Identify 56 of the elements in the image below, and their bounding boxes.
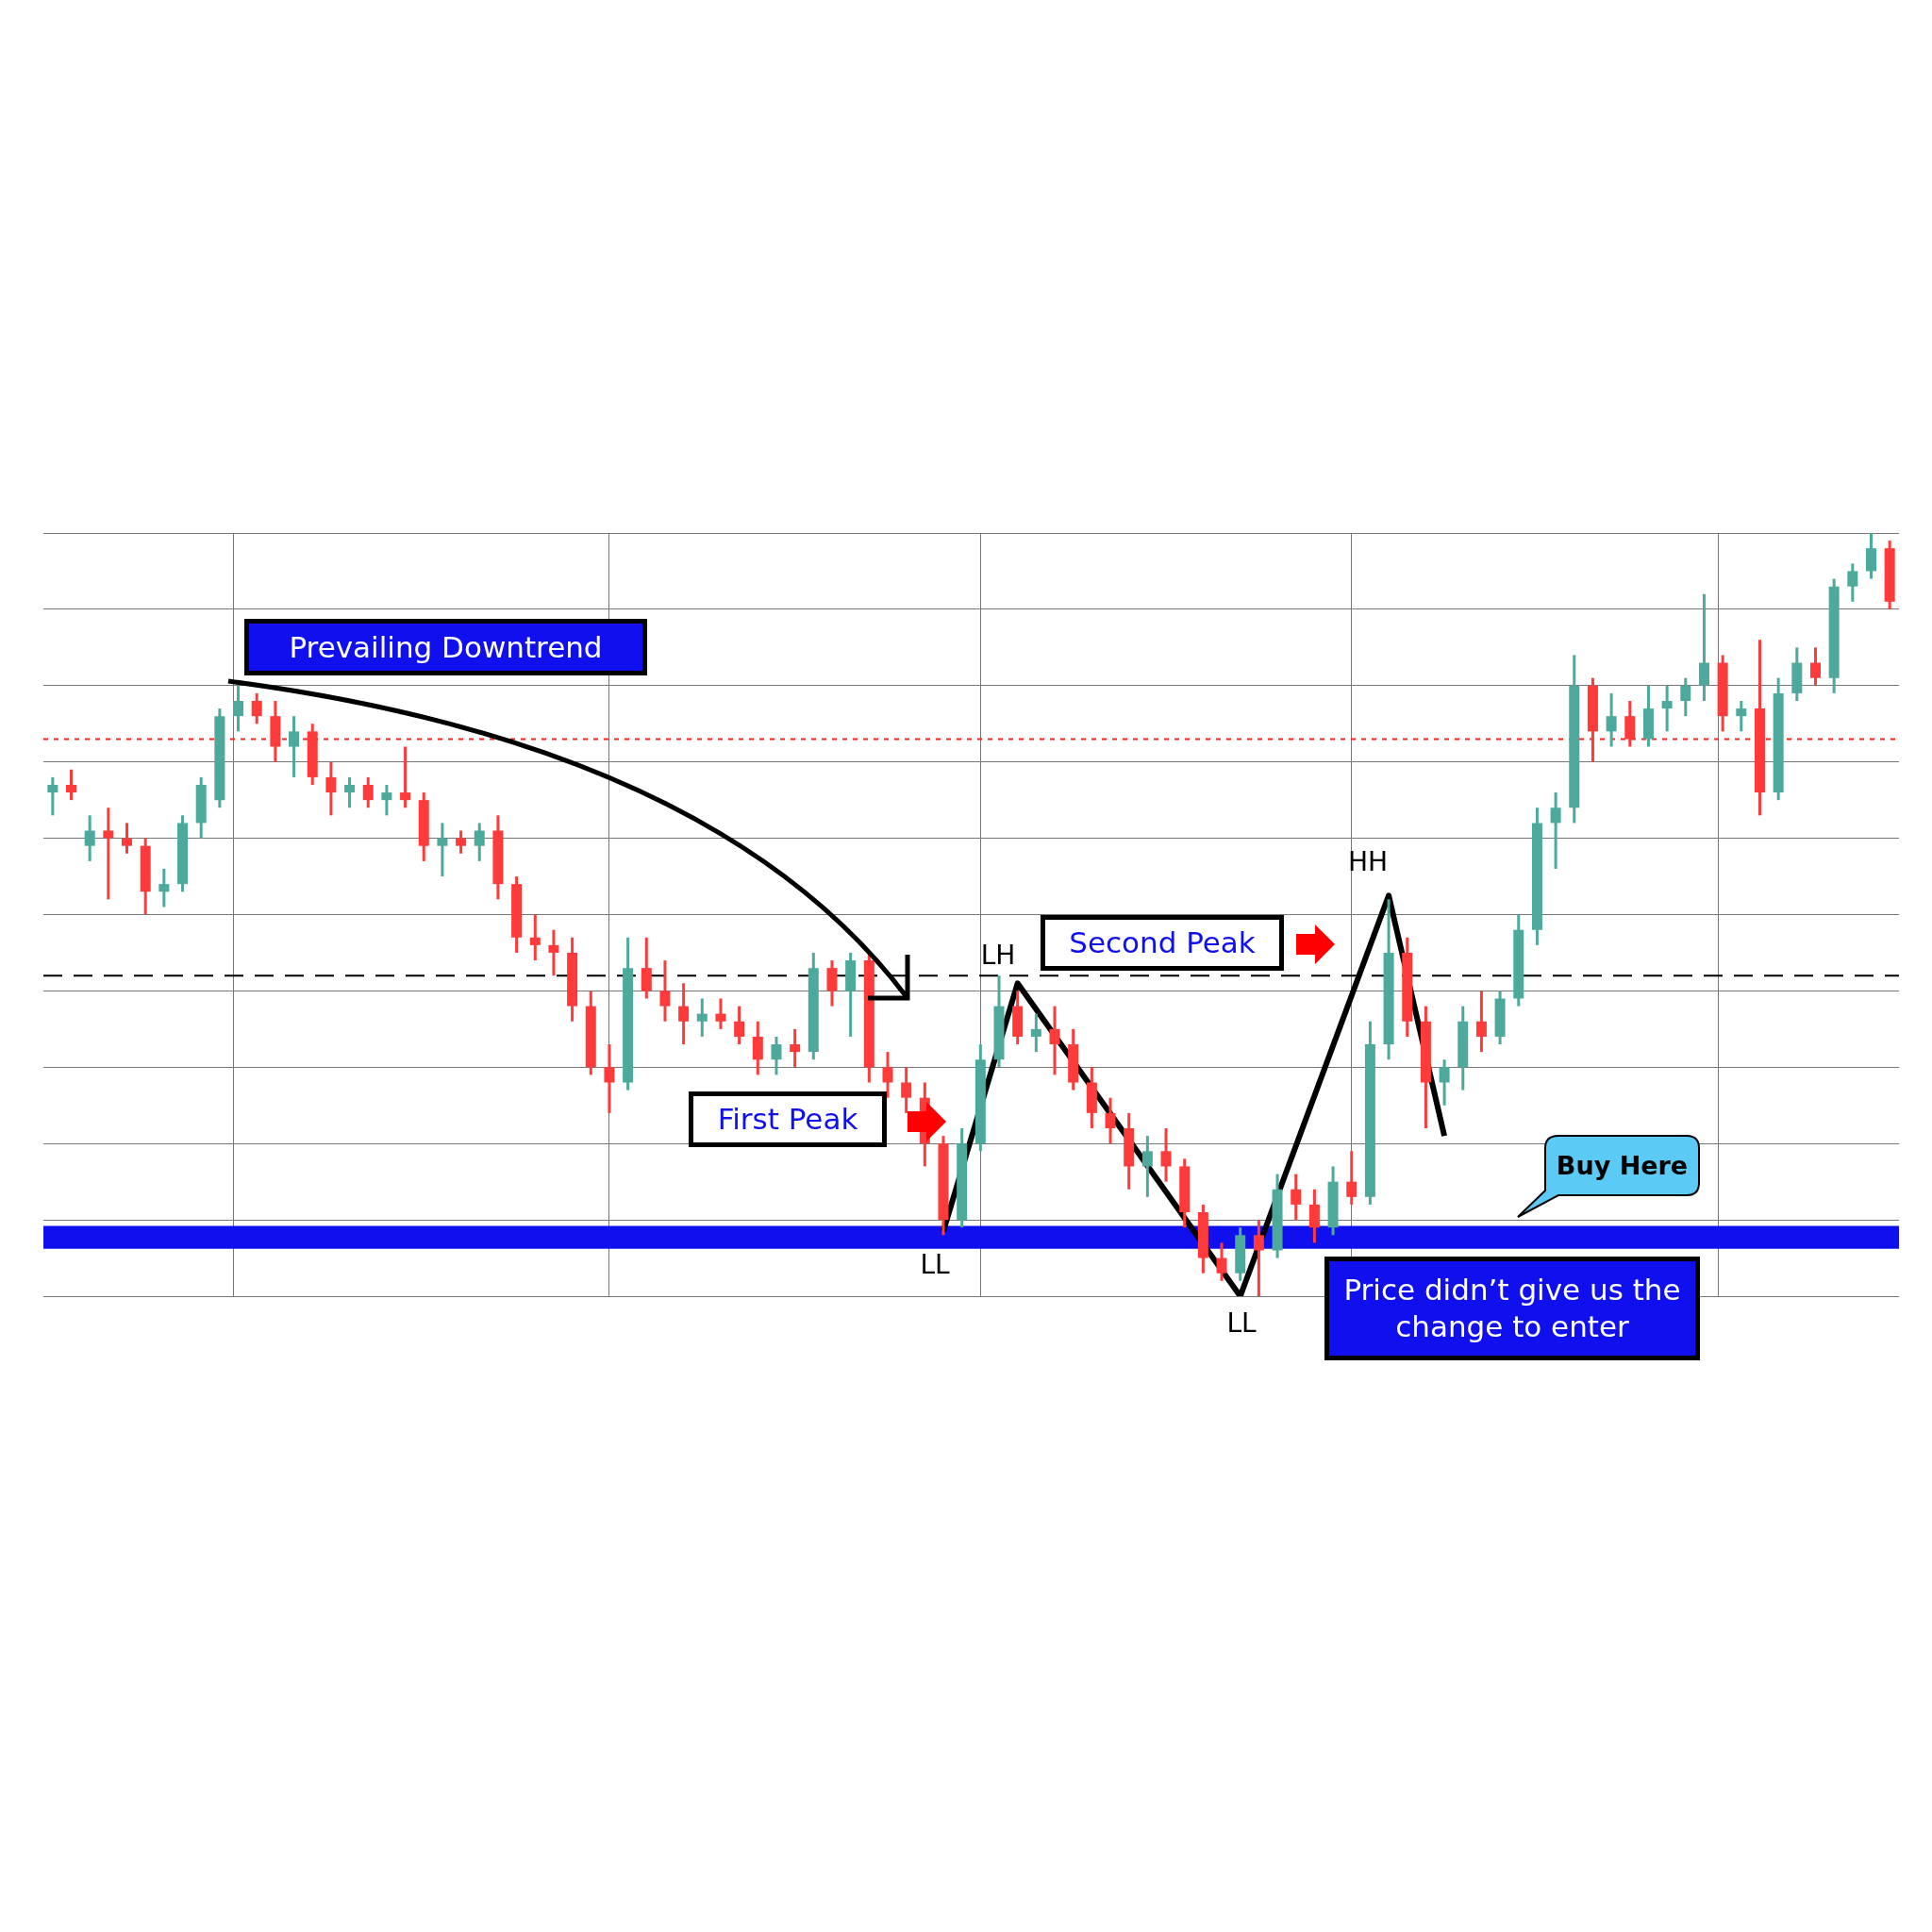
candlestick <box>1550 792 1561 869</box>
candlestick <box>1661 684 1673 732</box>
candlestick <box>66 768 77 802</box>
candlestick <box>1105 1097 1116 1145</box>
candlestick <box>344 775 356 809</box>
candlestick <box>882 1052 893 1098</box>
candlestick <box>1030 1013 1041 1054</box>
annotation: First Peak <box>689 1091 887 1147</box>
candlestick <box>1606 691 1617 747</box>
annotation: HH <box>1346 844 1390 879</box>
candlestick <box>251 691 262 724</box>
candlestick <box>678 983 690 1045</box>
candlestick <box>1847 563 1858 602</box>
annotation: Prevailing Downtrend <box>244 619 647 675</box>
annotation: Price didn’t give us the change to enter <box>1324 1257 1700 1360</box>
candlestick <box>158 867 170 908</box>
candlestick <box>790 1027 801 1068</box>
annotation: LL <box>919 1247 951 1282</box>
candlestick <box>1291 1174 1302 1222</box>
candlestick <box>548 929 559 977</box>
candlestick <box>381 784 392 816</box>
candlestick <box>289 716 300 777</box>
candlestick <box>1160 1128 1172 1182</box>
candlestick <box>1049 1006 1060 1075</box>
annotation: Second Peak <box>1041 915 1284 971</box>
candlestick <box>474 823 485 861</box>
candlestick <box>1475 991 1487 1054</box>
candlestick <box>696 998 708 1037</box>
candlestick <box>1216 1242 1227 1281</box>
candlestick <box>1346 1151 1357 1205</box>
candlestick <box>362 775 374 809</box>
candlestick <box>1680 677 1691 718</box>
candlestick <box>1736 700 1747 732</box>
candlestick <box>771 1035 782 1075</box>
candlestick <box>84 815 95 861</box>
candlestick <box>529 914 541 962</box>
candlestick <box>1809 647 1821 686</box>
candlestick <box>325 761 337 816</box>
candlestick <box>734 1006 745 1045</box>
candlestick <box>901 1067 912 1113</box>
candlestick <box>715 998 726 1029</box>
candlestick <box>47 775 58 816</box>
candlestick <box>400 746 411 809</box>
candlestick <box>437 823 448 878</box>
candlestick <box>122 823 133 854</box>
annotation: Buy Here <box>1555 1149 1690 1182</box>
candlestick <box>1253 1220 1264 1296</box>
candlestick <box>456 830 467 854</box>
candlestick <box>233 684 244 732</box>
candlestick <box>1439 1059 1450 1106</box>
text: LL <box>1225 1306 1257 1341</box>
candlestick <box>103 808 114 900</box>
annotation: LH <box>979 938 1017 973</box>
candlestick <box>659 960 671 1022</box>
candlestick <box>1141 1136 1153 1197</box>
candlestick <box>604 1044 615 1113</box>
